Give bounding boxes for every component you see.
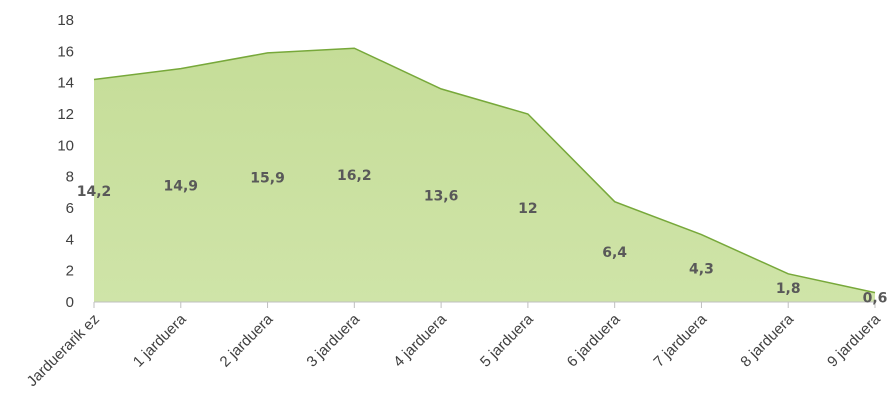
x-tick-label: 5 jarduera [477, 310, 537, 370]
data-label: 6,4 [602, 245, 627, 261]
x-tick-label: 9 jarduera [824, 310, 884, 370]
x-tick-label: 8 jarduera [737, 310, 797, 370]
y-tick-label: 14 [57, 75, 74, 92]
data-labels: 14,2 14,9 15,9 16,2 13,6 12 6,4 4,3 1,8 0,6 [77, 168, 888, 306]
y-tick-label: 6 [66, 200, 74, 217]
data-label: 1,8 [776, 281, 801, 297]
x-tick-label: 1 jarduera [130, 310, 190, 370]
y-tick-label: 0 [66, 294, 74, 311]
x-tick-label: 3 jarduera [303, 310, 363, 370]
data-label: 0,6 [863, 290, 888, 306]
x-tick-label: 7 jarduera [650, 310, 710, 370]
y-tick-label: 4 [66, 231, 74, 248]
x-tick-label: 6 jarduera [564, 310, 624, 370]
y-tick-label: 10 [57, 137, 74, 154]
data-label: 4,3 [689, 261, 714, 277]
data-label: 12 [518, 201, 537, 217]
y-tick-label: 8 [66, 169, 74, 186]
data-label: 14,9 [164, 178, 199, 194]
area-series-line [93, 47, 876, 294]
data-label: 15,9 [250, 170, 285, 186]
x-tick-label: Jarduerarik ez [24, 311, 103, 390]
data-label: 13,6 [424, 188, 459, 204]
y-tick-label: 18 [57, 12, 74, 29]
x-axis-ticks: Jarduerarik ez 1 jarduera 2 jarduera 3 jard… [24, 302, 884, 390]
data-label: 14,2 [77, 184, 112, 200]
x-tick-label: 2 jarduera [217, 310, 277, 370]
y-tick-label: 2 [66, 263, 74, 280]
area-series [94, 48, 875, 303]
y-tick-label: 16 [57, 43, 74, 60]
y-tick-label: 12 [57, 106, 74, 123]
x-tick-label: 4 jarduera [390, 310, 450, 370]
y-axis-ticks: 0 2 4 6 8 10 12 14 16 18 [57, 12, 74, 311]
data-label: 16,2 [337, 168, 372, 184]
